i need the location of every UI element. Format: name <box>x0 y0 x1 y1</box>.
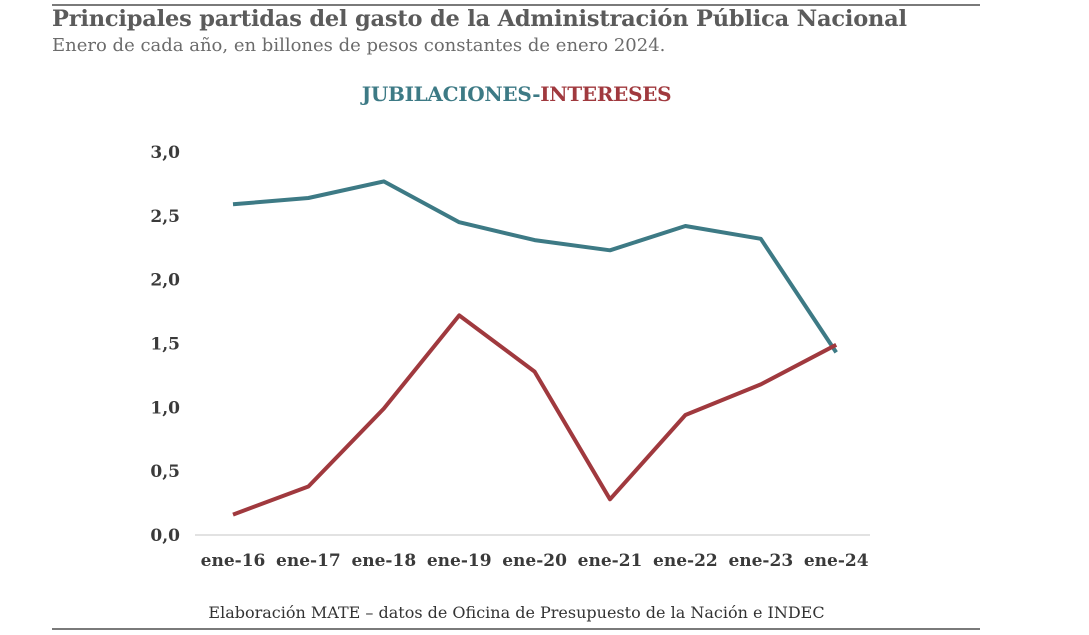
x-tick-label: ene-19 <box>427 551 492 571</box>
x-tick-label: ene-24 <box>804 551 869 571</box>
x-tick-label: ene-23 <box>728 551 793 571</box>
x-tick-label: ene-20 <box>502 551 567 571</box>
bottom-rule <box>52 628 980 630</box>
series-line-intereses <box>232 313 838 517</box>
y-tick-label: 1,0 <box>150 398 180 418</box>
x-tick-label: ene-17 <box>276 551 341 571</box>
x-tick-label: ene-22 <box>653 551 718 571</box>
x-tick-label: ene-16 <box>201 551 266 571</box>
y-tick-label: 1,5 <box>150 335 180 355</box>
series-label-intereses: INTERESES <box>540 82 672 106</box>
y-tick-label: 0,5 <box>150 462 180 482</box>
series-line-jubilaciones <box>232 179 838 354</box>
series-label-jubilaciones: JUBILACIONES <box>361 82 533 106</box>
chart-subtitle: Enero de cada año, en billones de pesos … <box>52 35 666 56</box>
series-separator: - <box>532 82 541 106</box>
x-tick-label: ene-18 <box>351 551 416 571</box>
x-tick-label: ene-21 <box>578 551 643 571</box>
y-tick-label: 0,0 <box>150 526 180 546</box>
y-tick-label: 2,5 <box>150 207 180 227</box>
y-tick-label: 2,0 <box>150 271 180 291</box>
source-note: Elaboración MATE – datos de Oficina de P… <box>208 603 825 622</box>
y-tick-label: 3,0 <box>150 143 180 163</box>
chart-title: Principales partidas del gasto de la Adm… <box>52 6 907 32</box>
top-rule <box>52 4 980 6</box>
series-heading: JUBILACIONES-INTERESES <box>0 82 1033 106</box>
